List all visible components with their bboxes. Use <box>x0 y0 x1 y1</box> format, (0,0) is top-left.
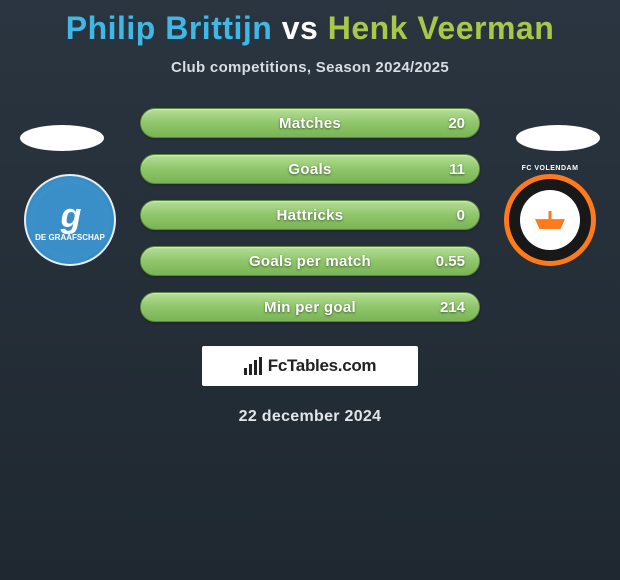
stat-label: Matches <box>279 115 341 132</box>
stat-label: Min per goal <box>264 299 356 316</box>
stat-value: 20 <box>448 115 465 132</box>
player2-name: Henk Veerman <box>328 10 555 46</box>
chart-icon <box>244 357 262 375</box>
team1-logo: g DE GRAAFSCHAP <box>24 174 116 266</box>
stat-label: Hattricks <box>277 207 344 224</box>
brand-badge: FcTables.com <box>202 346 418 386</box>
stat-row-hattricks: Hattricks 0 <box>140 200 480 230</box>
stat-row-goals-per-match: Goals per match 0.55 <box>140 246 480 276</box>
team1-logo-inner: g DE GRAAFSCHAP <box>34 184 106 256</box>
stat-row-min-per-goal: Min per goal 214 <box>140 292 480 322</box>
stat-value: 11 <box>449 161 465 178</box>
stat-value: 214 <box>440 299 465 316</box>
brand-text: FcTables.com <box>268 356 377 376</box>
stat-value: 0.55 <box>436 253 465 270</box>
left-platform-oval <box>20 125 104 151</box>
subtitle: Club competitions, Season 2024/2025 <box>0 59 620 76</box>
stat-value: 0 <box>457 207 465 224</box>
page-title: Philip Brittijn vs Henk Veerman <box>0 0 620 47</box>
team1-name: DE GRAAFSCHAP <box>35 233 105 242</box>
team2-logo-inner <box>520 190 580 250</box>
stat-label: Goals <box>288 161 331 178</box>
team2-name: FC VOLENDAM <box>522 165 579 172</box>
comparison-card: Philip Brittijn vs Henk Veerman Club com… <box>0 0 620 580</box>
ship-icon <box>535 211 565 229</box>
player1-name: Philip Brittijn <box>66 10 273 46</box>
vs-text: vs <box>282 10 319 46</box>
stat-label: Goals per match <box>249 253 371 270</box>
team1-glyph: g <box>61 199 80 233</box>
team2-logo: FC VOLENDAM <box>504 174 596 266</box>
right-platform-oval <box>516 125 600 151</box>
stat-row-matches: Matches 20 <box>140 108 480 138</box>
stats-list: Matches 20 Goals 11 Hattricks 0 Goals pe… <box>140 108 480 322</box>
stat-row-goals: Goals 11 <box>140 154 480 184</box>
date-text: 22 december 2024 <box>0 408 620 426</box>
